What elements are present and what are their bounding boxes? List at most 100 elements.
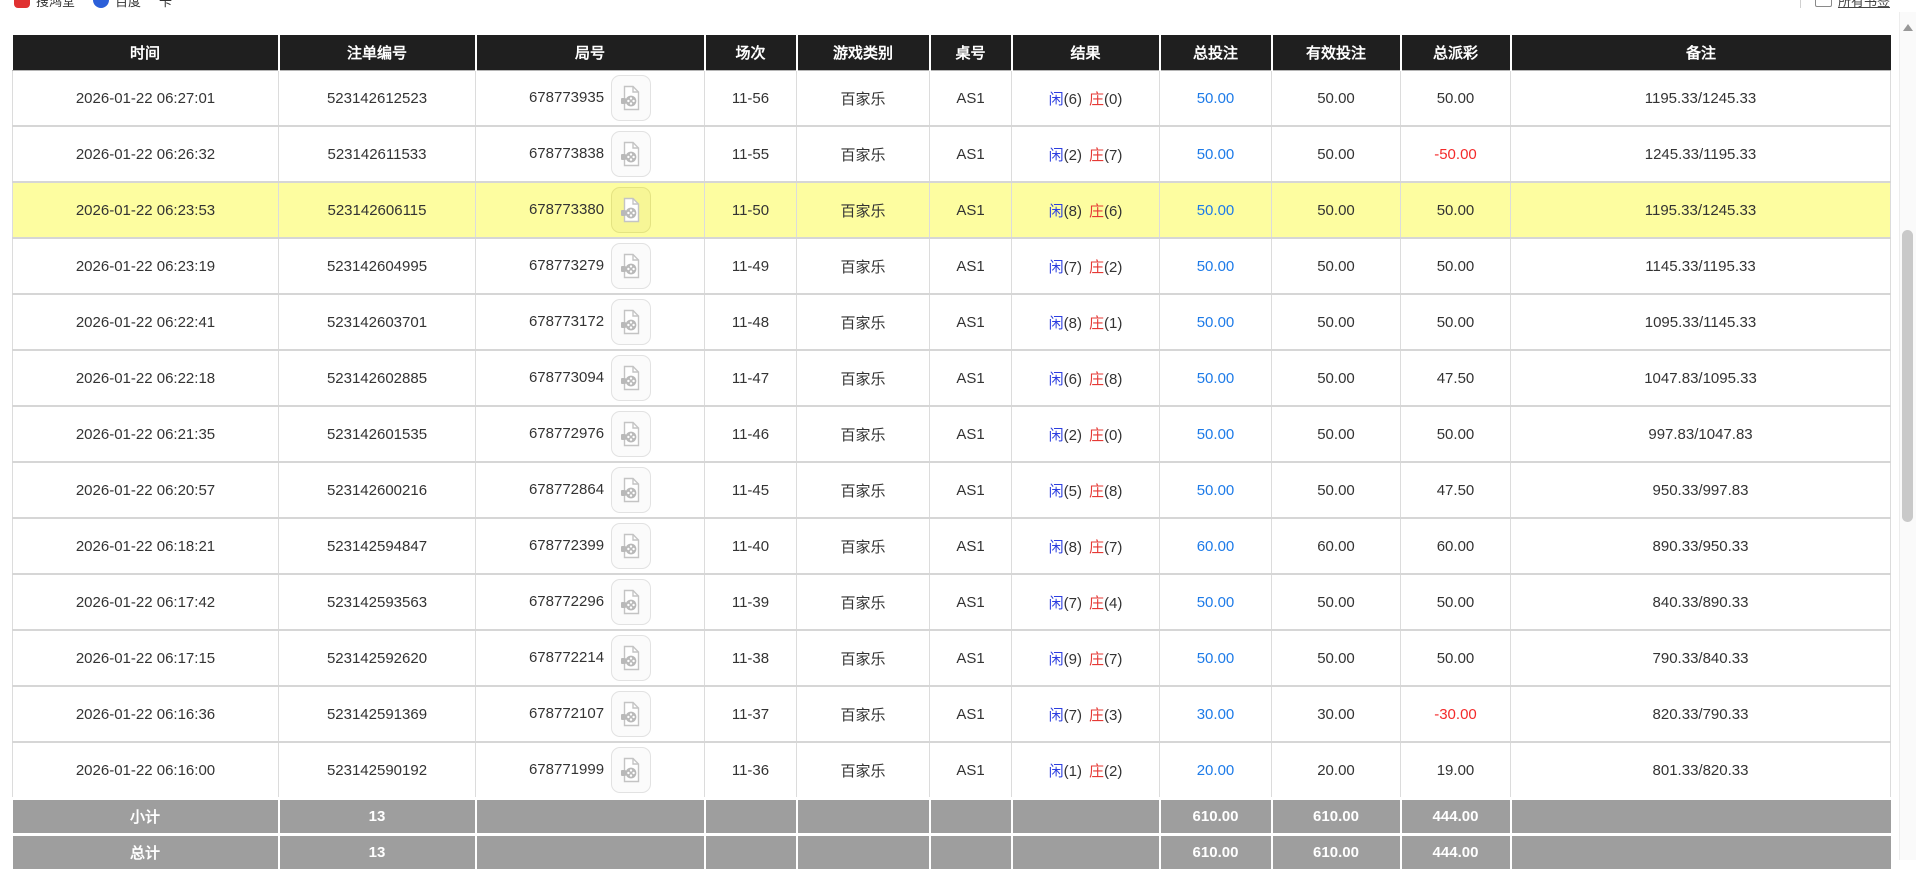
scroll-up-arrow-icon[interactable] [1903,24,1913,31]
payout-cell: 47.50 [1401,462,1511,518]
remark-cell: 890.33/950.33 [1511,518,1891,574]
player-label: 闲 [1049,427,1064,444]
all-bookmarks-button[interactable]: 所有书签 [1838,0,1890,10]
round-number: 678772976 [529,425,604,442]
table-no-cell: AS1 [930,294,1012,350]
session-cell: 11-39 [705,574,797,630]
total-bet-link[interactable]: 50.00 [1197,90,1235,107]
time-cell: 2026-01-22 06:26:32 [13,126,279,182]
total-bet-link[interactable]: 50.00 [1197,482,1235,499]
video-replay-button[interactable] [611,411,651,457]
total-bet-link[interactable]: 50.00 [1197,258,1235,275]
total-bet-cell: 50.00 [1160,574,1272,630]
video-replay-button[interactable] [611,523,651,569]
summary-cell [705,799,797,835]
video-replay-button[interactable] [611,131,651,177]
payout-cell: 50.00 [1401,182,1511,238]
bookmark-label: 卡 [159,0,172,10]
total-bet-link[interactable]: 50.00 [1197,202,1235,219]
banker-score: (2) [1104,763,1122,780]
video-replay-button[interactable] [611,187,651,233]
video-replay-icon [620,757,642,783]
player-score: (7) [1064,259,1082,276]
game-type-cell: 百家乐 [797,686,930,742]
summary-cell: 444.00 [1401,835,1511,869]
round-cell: 678773279 [476,238,705,294]
time-cell: 2026-01-22 06:22:18 [13,350,279,406]
game-type-cell: 百家乐 [797,182,930,238]
player-score: (9) [1064,651,1082,668]
column-header-1: 时间 [13,35,279,71]
video-replay-button[interactable] [611,299,651,345]
remark-cell: 801.33/820.33 [1511,742,1891,799]
session-cell: 11-50 [705,182,797,238]
bookmark-item-1[interactable]: 搜鸿堂 [14,0,75,10]
bookmark-item-3[interactable]: 卡 [159,0,172,10]
video-replay-button[interactable] [611,747,651,793]
table-no-cell: AS1 [930,630,1012,686]
remark-cell: 1245.33/1195.33 [1511,126,1891,182]
round-cell: 678771999 [476,742,705,799]
summary-cell [705,835,797,869]
video-replay-icon [620,477,642,503]
banker-label: 庄 [1089,203,1104,220]
scrollbar[interactable] [1899,12,1916,860]
video-replay-button[interactable] [611,579,651,625]
player-label: 闲 [1049,259,1064,276]
remark-cell: 1195.33/1245.33 [1511,182,1891,238]
time-cell: 2026-01-22 06:21:35 [13,406,279,462]
video-replay-button[interactable] [611,355,651,401]
bookmark-item-2[interactable]: 百度 [93,0,141,10]
round-number: 678773094 [529,369,604,386]
video-replay-button[interactable] [611,635,651,681]
valid-bet-cell: 50.00 [1272,238,1401,294]
remark-cell: 1095.33/1145.33 [1511,294,1891,350]
video-replay-icon [620,85,642,111]
column-header-3: 局号 [476,35,705,71]
column-header-5: 游戏类别 [797,35,930,71]
time-cell: 2026-01-22 06:18:21 [13,518,279,574]
round-number: 678772214 [529,649,604,666]
time-cell: 2026-01-22 06:23:53 [13,182,279,238]
bet-id-cell: 523142602885 [279,350,476,406]
bookmark-label: 搜鸿堂 [36,0,75,10]
table-no-cell: AS1 [930,350,1012,406]
result-cell: 闲(1)庄(2) [1012,742,1160,799]
payout-cell: -50.00 [1401,126,1511,182]
payout-cell: 50.00 [1401,238,1511,294]
session-cell: 11-48 [705,294,797,350]
session-cell: 11-47 [705,350,797,406]
total-bet-link[interactable]: 50.00 [1197,594,1235,611]
total-bet-link[interactable]: 20.00 [1197,762,1235,779]
video-replay-button[interactable] [611,691,651,737]
valid-bet-cell: 50.00 [1272,350,1401,406]
column-header-6: 桌号 [930,35,1012,71]
total-bet-link[interactable]: 50.00 [1197,146,1235,163]
total-bet-link[interactable]: 50.00 [1197,650,1235,667]
total-bet-link[interactable]: 50.00 [1197,370,1235,387]
table-header-row: 时间注单编号局号场次游戏类别桌号结果总投注有效投注总派彩备注 [13,35,1891,71]
time-cell: 2026-01-22 06:16:36 [13,686,279,742]
valid-bet-cell: 50.00 [1272,182,1401,238]
total-bet-link[interactable]: 50.00 [1197,426,1235,443]
blue-bookmark-icon [93,0,109,8]
valid-bet-cell: 30.00 [1272,686,1401,742]
total-bet-cell: 20.00 [1160,742,1272,799]
session-cell: 11-40 [705,518,797,574]
video-replay-button[interactable] [611,75,651,121]
scrollbar-thumb[interactable] [1902,230,1913,522]
total-bet-link[interactable]: 50.00 [1197,314,1235,331]
bet-id-cell: 523142590192 [279,742,476,799]
round-number: 678773279 [529,257,604,274]
total-bet-link[interactable]: 60.00 [1197,538,1235,555]
round-cell: 678773935 [476,71,705,127]
banker-label: 庄 [1089,539,1104,556]
video-replay-button[interactable] [611,467,651,513]
video-replay-button[interactable] [611,243,651,289]
video-replay-icon [620,141,642,167]
valid-bet-cell: 50.00 [1272,630,1401,686]
total-bet-link[interactable]: 30.00 [1197,706,1235,723]
summary-cell [1012,799,1160,835]
